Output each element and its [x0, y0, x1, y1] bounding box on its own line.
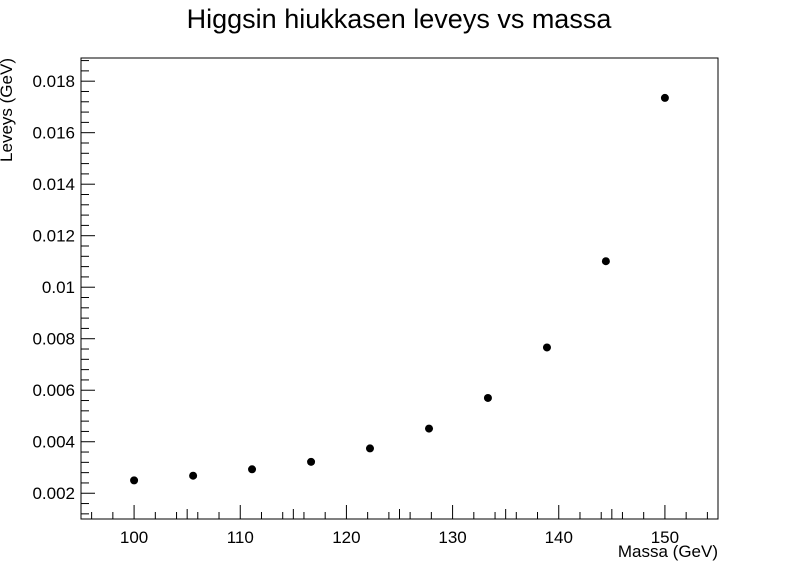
- x-tick-label: 120: [332, 528, 360, 547]
- y-tick-label: 0.006: [32, 381, 75, 400]
- data-point: [189, 471, 198, 480]
- x-tick-label: 140: [545, 528, 573, 547]
- data-point: [601, 257, 610, 266]
- y-tick-labels: 0.002 0.004 0.006 0.008 0.01 0.012 0.014 0.016 0…: [32, 72, 75, 503]
- y-tick-label: 0.014: [32, 175, 75, 194]
- y-tick-label: 0.008: [32, 330, 75, 349]
- x-tick-label: 100: [120, 528, 148, 547]
- data-point: [365, 444, 374, 453]
- data-point: [660, 93, 669, 102]
- y-axis-label: Leveys (GeV): [0, 58, 16, 162]
- x-tick-label: 110: [227, 528, 254, 547]
- y-tick-label: 0.018: [32, 72, 75, 91]
- x-tick-label: 150: [651, 528, 679, 547]
- y-tick-label: 0.002: [32, 484, 75, 503]
- data-point: [425, 424, 434, 433]
- chart-title: Higgsin hiukkasen leveys vs massa: [187, 4, 613, 34]
- y-tick-label: 0.01: [42, 278, 75, 297]
- y-tick-label: 0.016: [32, 124, 75, 143]
- y-tick-label: 0.004: [32, 433, 75, 452]
- data-point: [248, 465, 257, 474]
- x-axis-label: Massa (GeV): [618, 542, 718, 561]
- plot-frame: [80, 57, 719, 520]
- axis-ticks: [80, 60, 719, 519]
- x-tick-labels: 100 110 120 130 140 150: [120, 528, 679, 547]
- data-points: [130, 93, 669, 485]
- data-point: [542, 343, 551, 352]
- y-tick-label: 0.012: [32, 227, 75, 246]
- data-point: [307, 457, 316, 466]
- x-tick-label: 130: [438, 528, 466, 547]
- data-point: [130, 476, 139, 485]
- data-point: [483, 393, 492, 402]
